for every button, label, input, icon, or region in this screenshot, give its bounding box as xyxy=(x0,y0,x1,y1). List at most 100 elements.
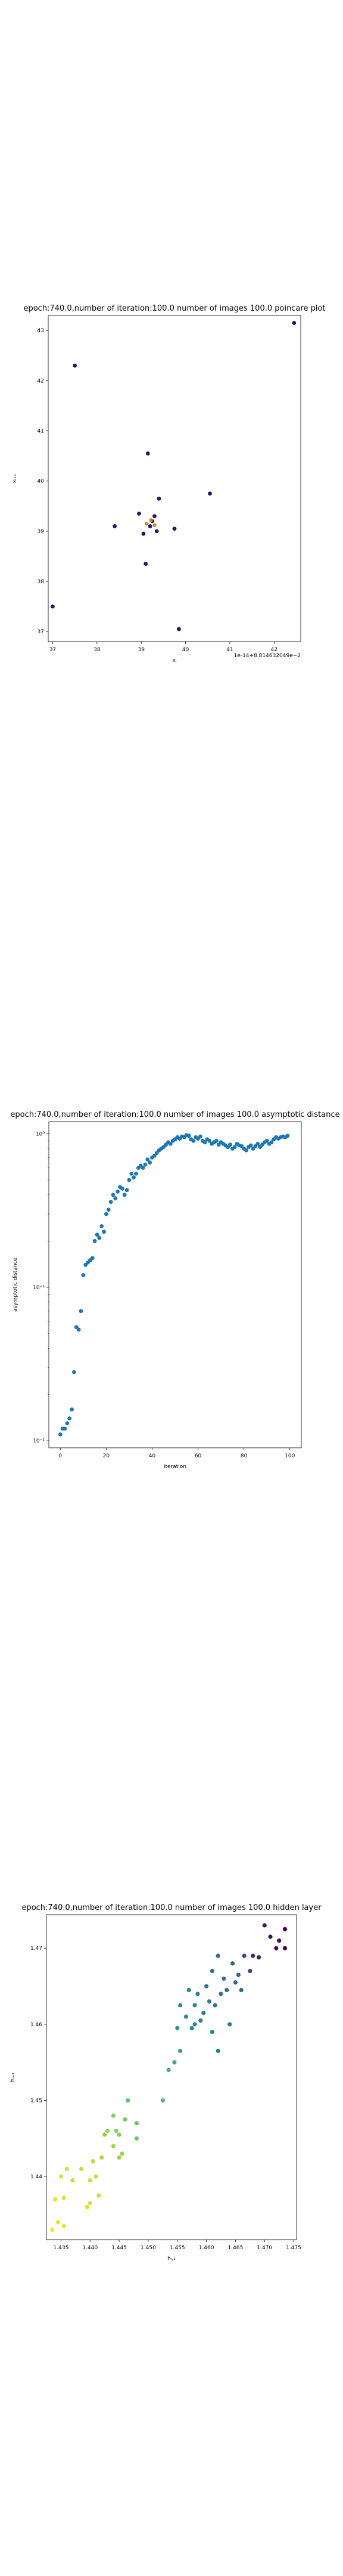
data-point xyxy=(70,2178,75,2183)
data-point xyxy=(175,2026,180,2030)
x-tick-label: 80 xyxy=(241,1453,248,1459)
data-point xyxy=(227,2022,232,2027)
data-point xyxy=(124,1188,129,1193)
chart-title: epoch:740.0,number of iteration:100.0 nu… xyxy=(10,1110,339,1119)
hidden-layer-plot: epoch:740.0,number of iteration:100.0 nu… xyxy=(10,1903,322,2262)
data-point xyxy=(186,1987,191,1992)
data-point xyxy=(105,2128,110,2134)
data-point xyxy=(216,1953,220,1958)
data-point xyxy=(195,1992,200,1996)
data-point xyxy=(88,2178,92,2183)
data-point xyxy=(228,1143,232,1147)
y-axis-label: xᵢ₊₁ xyxy=(12,473,18,483)
data-point xyxy=(152,523,157,527)
y-tick-label: 43 xyxy=(38,328,44,334)
x-tick-label: 1.465 xyxy=(228,2245,244,2251)
x-axis-label: iteration xyxy=(164,1464,186,1470)
data-point xyxy=(144,562,148,566)
data-point xyxy=(90,1256,95,1261)
y-tick-label: 10⁰ xyxy=(36,1131,45,1137)
y-tick-label: 42 xyxy=(38,378,44,384)
data-point xyxy=(230,1961,235,1966)
data-point xyxy=(282,1946,288,1950)
data-point xyxy=(99,2155,104,2160)
y-axis-label: asymptotic distance xyxy=(13,1258,18,1312)
data-point xyxy=(55,2220,61,2225)
data-point xyxy=(191,1138,196,1143)
data-point xyxy=(72,1370,76,1374)
data-point xyxy=(120,2151,124,2156)
data-point xyxy=(132,1175,136,1179)
data-point xyxy=(232,1145,237,1149)
data-point xyxy=(81,1273,86,1277)
data-point xyxy=(111,2113,116,2118)
data-point xyxy=(178,2003,183,2008)
plot-frame xyxy=(46,1914,297,2240)
data-point xyxy=(204,1984,209,1989)
data-point xyxy=(154,1151,159,1155)
data-point xyxy=(224,1987,229,1992)
data-point xyxy=(129,1171,134,1176)
data-point xyxy=(93,2174,98,2179)
x-tick-label: 38 xyxy=(93,647,101,653)
data-point xyxy=(122,1193,127,1197)
y-tick-label: 39 xyxy=(38,529,45,535)
data-point xyxy=(106,1208,111,1212)
data-point xyxy=(96,2193,101,2198)
data-point xyxy=(61,2196,66,2200)
data-point xyxy=(236,1973,241,1977)
axis-offset-text: 1e-14+8.814632049e−2 xyxy=(234,653,301,659)
poincare-plot: epoch:740.0,number of iteration:100.0 nu… xyxy=(12,304,326,664)
data-point xyxy=(207,1138,212,1143)
x-axis-label: xᵢ xyxy=(173,658,177,664)
data-point xyxy=(177,627,181,631)
x-tick-label: 40 xyxy=(149,1453,156,1459)
y-tick-label: 37 xyxy=(38,629,44,635)
data-point xyxy=(242,1953,247,1958)
data-point xyxy=(79,1309,83,1314)
data-point xyxy=(202,1140,207,1145)
data-point xyxy=(141,531,146,536)
data-point xyxy=(126,2098,130,2103)
data-point xyxy=(102,1230,106,1234)
data-point xyxy=(50,2227,55,2233)
data-point xyxy=(282,1927,288,1931)
x-tick-label: 40 xyxy=(182,647,189,653)
data-point xyxy=(117,2155,121,2160)
data-point xyxy=(172,527,177,531)
data-point xyxy=(285,1134,290,1138)
data-point xyxy=(144,522,149,526)
y-tick-label: 10⁻¹ xyxy=(33,1285,45,1291)
data-point xyxy=(73,363,77,368)
data-point xyxy=(148,524,152,528)
data-point xyxy=(137,512,141,516)
x-tick-label: 1.470 xyxy=(257,2245,272,2251)
data-point xyxy=(111,2144,116,2148)
data-point xyxy=(201,2011,206,2015)
data-point xyxy=(172,2060,177,2065)
asymptotic-distance-plot: epoch:740.0,number of iteration:100.0 nu… xyxy=(10,1110,339,1470)
x-tick-label: 60 xyxy=(195,1453,202,1459)
data-point xyxy=(95,1233,99,1237)
y-tick-label: 40 xyxy=(38,479,45,485)
data-point xyxy=(198,1134,202,1139)
x-axis-label: hᵢ,₁ xyxy=(167,2256,176,2262)
x-tick-label: 1.460 xyxy=(199,2245,214,2251)
data-point xyxy=(79,2166,84,2171)
data-point xyxy=(123,2117,127,2122)
y-tick-label: 1.44 xyxy=(30,2174,42,2180)
data-point xyxy=(255,1141,260,1146)
data-point xyxy=(154,529,159,534)
data-point xyxy=(186,1134,191,1138)
plot-frame xyxy=(48,1121,302,1448)
data-point xyxy=(269,1140,274,1145)
data-point xyxy=(76,1327,81,1332)
data-point xyxy=(141,1166,145,1170)
plot-frame xyxy=(48,315,301,642)
y-tick-label: 1.47 xyxy=(30,1946,42,1952)
data-point xyxy=(117,2132,121,2137)
data-point xyxy=(152,514,157,519)
data-point xyxy=(189,2026,194,2030)
data-point xyxy=(114,2128,119,2134)
data-point xyxy=(67,1416,72,1421)
